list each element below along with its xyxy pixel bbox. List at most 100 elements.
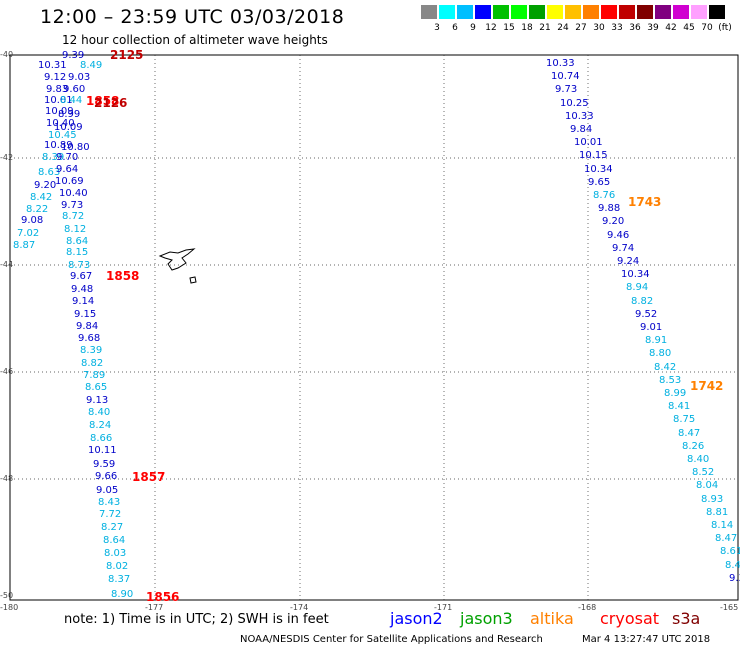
wave-height-value: 8.99 xyxy=(664,388,687,399)
wave-height-value: 9.01 xyxy=(640,322,663,333)
scale-swatch xyxy=(565,5,581,19)
lon-tick-label: -168 xyxy=(578,603,597,612)
wave-height-value: 9.88 xyxy=(598,203,621,214)
wave-height-value: 8.15 xyxy=(66,247,89,258)
scale-label: 33 xyxy=(611,23,623,33)
lat-tick-label: -42 xyxy=(0,153,14,162)
wave-height-value: 8.81 xyxy=(706,507,729,518)
wave-height-value: 9.68 xyxy=(78,333,101,344)
lat-tick-label: -46 xyxy=(0,367,14,376)
wave-height-value: 8.91 xyxy=(645,335,668,346)
wave-height-value: 8.90 xyxy=(111,589,134,600)
scale-label: 3 xyxy=(434,23,440,33)
wave-height-value: 8.42 xyxy=(30,192,53,203)
wave-height-value: 8.40 xyxy=(88,407,111,418)
wave-height-value: 9.14 xyxy=(72,296,95,307)
wave-height-value: 10.15 xyxy=(579,150,608,161)
wave-height-value: 8.73 xyxy=(68,260,91,271)
scale-swatch xyxy=(511,5,527,19)
timestamp: Mar 4 13:27:47 UTC 2018 xyxy=(582,634,711,645)
wave-height-value: 8.26 xyxy=(682,441,705,452)
wave-height-value: 8.65 xyxy=(85,382,108,393)
wave-height-value: 8.64 xyxy=(66,236,89,247)
wave-height-value: 9.20 xyxy=(602,216,625,227)
pass-time-label: 1743 xyxy=(628,195,662,209)
wave-height-value: 9.84 xyxy=(570,124,593,135)
scale-label: 24 xyxy=(557,23,569,33)
wave-height-value: 10.25 xyxy=(560,98,589,109)
wave-height-value: 10.09 xyxy=(54,122,83,133)
wave-height-value: 8.61 xyxy=(720,546,740,557)
scale-label: (ft) xyxy=(718,23,732,33)
wave-height-value: 10.69 xyxy=(55,176,84,187)
lat-tick-label: -48 xyxy=(0,474,14,483)
islet-outline xyxy=(189,276,197,284)
scale-swatch xyxy=(709,5,725,19)
wave-height-value: 9.46 xyxy=(607,230,630,241)
wave-height-value: 9.24 xyxy=(617,256,640,267)
pass-time-label: 1858 xyxy=(86,94,120,108)
scale-label: 15 xyxy=(503,23,515,33)
wave-height-value: 8.40 xyxy=(687,454,710,465)
wave-height-value: 8.43 xyxy=(98,497,121,508)
wave-height-value: 9.48 xyxy=(71,284,94,295)
wave-height-value: 9.20 xyxy=(34,180,57,191)
pass-time-label: 1857 xyxy=(132,470,166,484)
wave-height-value: 8.80 xyxy=(649,348,672,359)
scale-label: 36 xyxy=(629,23,641,33)
scale-label: 42 xyxy=(665,23,677,33)
page-title: 12:00 – 23:59 UTC 03/03/2018 xyxy=(40,6,345,28)
scale-swatch xyxy=(691,5,707,19)
wave-height-value: 8.39 xyxy=(42,152,65,163)
scale-label: 18 xyxy=(521,23,533,33)
wave-height-value: 10.33 xyxy=(565,111,594,122)
wave-height-value: 10.34 xyxy=(584,164,613,175)
wave-height-value: 10.01 xyxy=(574,137,603,148)
scale-swatch xyxy=(655,5,671,19)
footnote: note: 1) Time is in UTC; 2) SWH is in fe… xyxy=(64,612,329,627)
wave-height-value: 9.70 xyxy=(56,152,79,163)
lon-tick-label: -171 xyxy=(434,603,453,612)
wave-height-value: 9.74 xyxy=(612,243,635,254)
wave-height-value: 10.74 xyxy=(551,71,580,82)
wave-height-value: 9.66 xyxy=(95,471,118,482)
scale-label: 70 xyxy=(701,23,713,33)
pass-time-label: 1856 xyxy=(146,590,180,604)
wave-height-value: 8.75 xyxy=(673,414,696,425)
wave-height-value: 8.87 xyxy=(13,240,36,251)
wave-height-value: 8.47 xyxy=(715,533,738,544)
pass-time-label: 1742 xyxy=(690,379,724,393)
wave-height-value: 9.60 xyxy=(63,84,86,95)
wave-height-value: 8.42 xyxy=(654,362,677,373)
wave-height-value: 10.40 xyxy=(46,118,75,129)
scale-label: 9 xyxy=(470,23,476,33)
wave-height-value: 8.12 xyxy=(64,224,87,235)
wave-height-value: 8.72 xyxy=(62,211,85,222)
wave-height-value: 10.31 xyxy=(38,60,67,71)
wave-height-value: 10.33 xyxy=(546,58,575,69)
scale-label: 45 xyxy=(683,23,695,33)
legend-item-cryosat: cryosat xyxy=(600,609,660,628)
wave-height-value: 8.66 xyxy=(90,433,113,444)
wave-height-value: 8.94 xyxy=(626,282,649,293)
scale-swatch xyxy=(637,5,653,19)
wave-height-value: 9.05 xyxy=(96,485,119,496)
island-outline xyxy=(158,248,196,271)
wave-height-value: 8.82 xyxy=(81,358,104,369)
wave-height-value: 9.59 xyxy=(93,459,116,470)
page-subtitle: 12 hour collection of altimeter wave hei… xyxy=(62,33,328,47)
wave-height-value: 10.11 xyxy=(88,445,117,456)
legend-item-altika: altika xyxy=(530,609,574,628)
wave-height-value: 10.09 xyxy=(45,106,74,117)
wave-height-value: 9.64 xyxy=(56,164,79,175)
scale-swatch xyxy=(583,5,599,19)
scale-label: 27 xyxy=(575,23,587,33)
scale-swatch xyxy=(421,5,437,19)
lon-tick-label: -165 xyxy=(720,603,739,612)
wave-height-value: 8.40 xyxy=(725,560,740,571)
scale-swatch xyxy=(529,5,545,19)
legend-item-jason2: jason2 xyxy=(390,609,443,628)
wave-height-value: 9.73 xyxy=(61,200,84,211)
scale-swatch xyxy=(547,5,563,19)
scale-label: 39 xyxy=(647,23,659,33)
